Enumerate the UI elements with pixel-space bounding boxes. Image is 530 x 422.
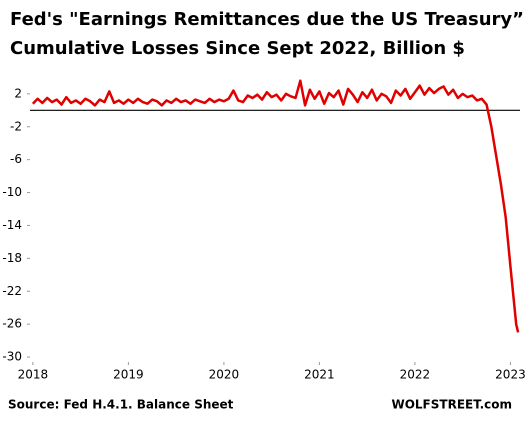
y-tick-label: -26 xyxy=(2,317,22,331)
y-tick-label: -14 xyxy=(2,218,22,232)
x-tick-label: 2019 xyxy=(113,368,144,382)
x-tick-label: 2018 xyxy=(18,368,49,382)
y-tick-label: -30 xyxy=(2,350,22,364)
source: Source: Fed H.4.1. Balance Sheet xyxy=(8,398,234,412)
y-tick-label: -2 xyxy=(10,119,22,133)
x-tick-label: 2022 xyxy=(400,368,431,382)
y-tick-label: -10 xyxy=(2,185,22,199)
y-tick-label: -18 xyxy=(2,251,22,265)
x-tick-label: 2023 xyxy=(495,368,526,382)
y-tick-label: -6 xyxy=(10,152,22,166)
chart-title: Fed's "Earnings Remittances due the US T… xyxy=(10,9,524,30)
y-tick-label: 2 xyxy=(14,86,22,100)
x-tick-label: 2020 xyxy=(209,368,240,382)
data-line xyxy=(31,79,520,333)
chart-title: Cumulative Losses Since Sept 2022, Billi… xyxy=(10,38,465,59)
y-tick-label: -22 xyxy=(2,284,22,298)
x-tick-label: 2021 xyxy=(304,368,335,382)
credit: WOLFSTREET.com xyxy=(391,398,512,412)
